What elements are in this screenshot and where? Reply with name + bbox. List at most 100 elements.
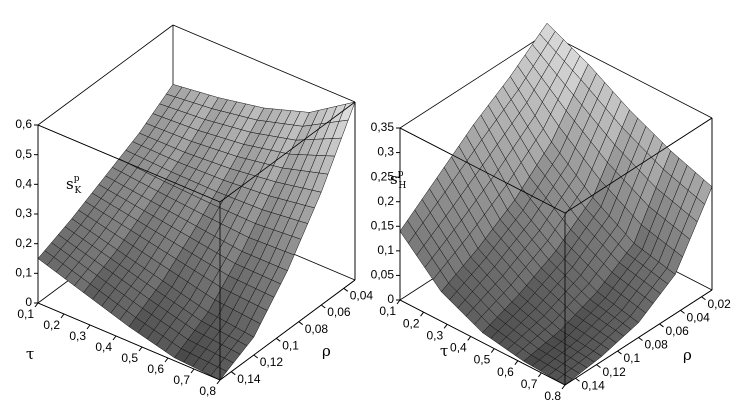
surface-cell: [596, 243, 676, 324]
z-label-sup: p: [398, 169, 404, 179]
surface-cell: [399, 177, 479, 293]
surface-cell: [555, 197, 635, 293]
x-tick: [561, 384, 566, 390]
x-tick: [396, 299, 401, 305]
z-tick-label: 0,25: [371, 169, 395, 183]
y-tick: [253, 354, 259, 359]
surface-cell: [241, 181, 322, 271]
y-tick: [596, 364, 601, 369]
z-tick-label: 0,6: [15, 117, 32, 131]
x-tick: [490, 348, 495, 353]
surface-cell: [71, 175, 152, 251]
y-tick: [230, 371, 236, 376]
y-tick: [680, 309, 685, 314]
z-tick-label: 0,3: [15, 206, 32, 220]
y-tick-label: 0,06: [666, 324, 690, 338]
surface-cell: [633, 150, 713, 275]
z-tick-label: 0: [25, 295, 32, 309]
surface-cell: [207, 251, 288, 338]
y-tick-label: 0,1: [624, 351, 641, 365]
x-tick-label: 0,3: [426, 328, 443, 342]
surface-cell: [174, 311, 255, 381]
x-tick-label: 0,7: [521, 377, 538, 391]
y-tick: [617, 350, 622, 355]
surface-cell: [523, 329, 603, 386]
y-tick-label: 0,08: [305, 322, 329, 336]
y-tick: [320, 304, 326, 309]
y-tick-label: 0,04: [350, 289, 374, 303]
x-tick-label: 0,8: [544, 389, 561, 400]
x-tick: [216, 379, 221, 385]
z-tick-label: 0,1: [377, 243, 394, 257]
y-tick-label: 0,08: [645, 338, 669, 352]
x-tick: [164, 357, 169, 363]
x-tick-label: 0,5: [474, 353, 491, 367]
z-tick-label: 0,5: [15, 147, 32, 161]
z-axis-label: sp H: [390, 169, 406, 191]
box-edge: [219, 279, 356, 381]
box-edge: [399, 32, 548, 129]
surface-chart: 0 0,05 0,1 0,15 0,2 0,25 0,3 0,35 0,1 0,2 0,3 0,4 0,…: [371, 22, 731, 400]
x-tick: [190, 368, 195, 374]
z-tick-label: 0,3: [377, 145, 394, 159]
y-tick-label: 0,12: [260, 355, 284, 369]
y-tick-label: 0,12: [603, 365, 627, 379]
z-label-base: s: [66, 175, 74, 193]
surface-cell: [482, 293, 561, 362]
z-tick-label: 0,15: [371, 218, 395, 232]
z-label-base: s: [390, 170, 398, 188]
x-tick: [86, 324, 91, 330]
surface-cell: [440, 247, 520, 334]
box-edge: [564, 117, 713, 214]
y-tick-label: 0,06: [327, 305, 351, 319]
box-edge: [37, 302, 221, 381]
x-tick: [467, 336, 472, 341]
x-tick: [60, 313, 65, 319]
z-tick-label: 0,2: [15, 236, 32, 250]
surface-cell: [473, 75, 552, 201]
surface-cell: [128, 280, 209, 359]
x-tick-label: 0,8: [199, 384, 216, 398]
x-tick: [514, 360, 519, 366]
x-tick: [138, 346, 143, 352]
surface-cell: [116, 200, 197, 282]
z-tick-label: 0,1: [15, 266, 32, 280]
surface-cell: [105, 132, 186, 202]
surface-cell: [150, 152, 231, 227]
x-tick-label: 0,2: [43, 318, 60, 332]
x-tick: [538, 372, 542, 378]
x-tick-label: 0,6: [147, 362, 164, 376]
surface-cell: [436, 124, 516, 249]
box-edge: [546, 32, 713, 119]
surface-cell: [138, 84, 219, 153]
box-edge: [399, 299, 566, 386]
x-axis-label: τ: [440, 342, 448, 360]
x-tick: [443, 323, 448, 329]
z-axis-label: sp K: [66, 174, 81, 196]
box-edge: [399, 127, 566, 214]
y-tick-label: 0,04: [687, 311, 711, 325]
y-tick: [638, 337, 643, 341]
y-axis-label: ρ: [683, 346, 692, 364]
z-label-sub: K: [74, 186, 81, 196]
x-tick-label: 0,4: [95, 340, 112, 354]
y-tick: [275, 337, 281, 342]
y-tick-label: 0,14: [582, 378, 606, 392]
x-tick: [112, 335, 117, 341]
z-tick-label: 0: [387, 292, 394, 306]
y-tick: [343, 287, 349, 292]
surface-cell: [509, 22, 589, 143]
x-tick-label: 0,3: [69, 329, 86, 343]
surface-cell: [229, 107, 310, 183]
z-label-sup: p: [74, 174, 80, 184]
surface-cell: [184, 97, 265, 169]
x-tick: [420, 311, 424, 317]
z-tick-label: 0,4: [15, 177, 32, 191]
y-tick-label: 0,14: [237, 372, 261, 386]
x-tick-label: 0,2: [403, 316, 420, 330]
z-label-sub: H: [398, 181, 406, 191]
x-tick-label: 0,5: [121, 351, 138, 365]
y-tick: [298, 321, 304, 326]
x-tick-label: 0,4: [450, 341, 467, 355]
